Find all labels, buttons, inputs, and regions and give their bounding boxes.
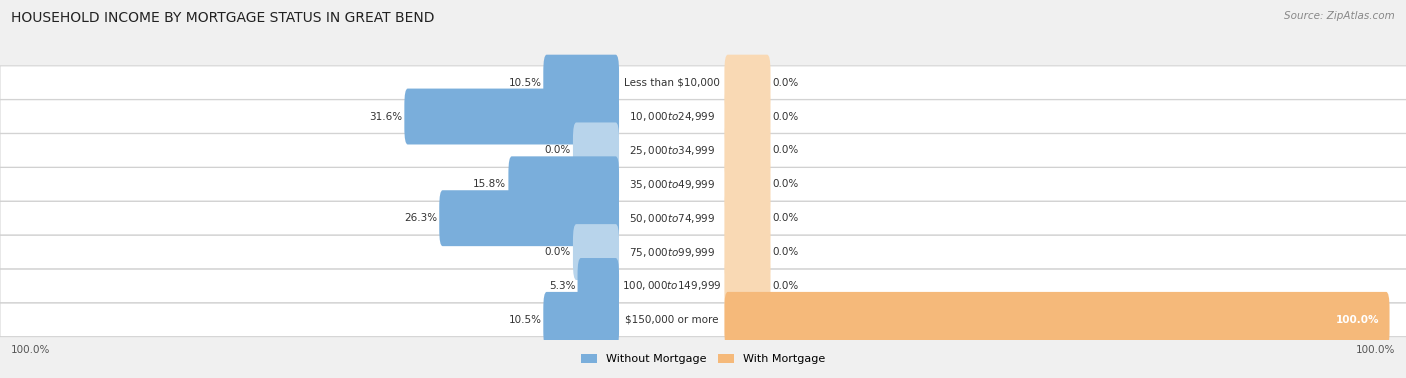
Text: 31.6%: 31.6% xyxy=(370,112,402,122)
Text: 0.0%: 0.0% xyxy=(772,146,799,155)
FancyBboxPatch shape xyxy=(509,156,619,212)
FancyBboxPatch shape xyxy=(724,224,770,280)
Text: $35,000 to $49,999: $35,000 to $49,999 xyxy=(628,178,714,191)
FancyBboxPatch shape xyxy=(724,292,1389,348)
FancyBboxPatch shape xyxy=(543,55,619,111)
Text: 15.8%: 15.8% xyxy=(474,179,506,189)
Text: 0.0%: 0.0% xyxy=(772,281,799,291)
FancyBboxPatch shape xyxy=(724,190,770,246)
FancyBboxPatch shape xyxy=(0,269,1406,303)
FancyBboxPatch shape xyxy=(724,258,770,314)
FancyBboxPatch shape xyxy=(724,55,770,111)
FancyBboxPatch shape xyxy=(0,201,1406,235)
Text: 100.0%: 100.0% xyxy=(1336,315,1379,325)
Text: HOUSEHOLD INCOME BY MORTGAGE STATUS IN GREAT BEND: HOUSEHOLD INCOME BY MORTGAGE STATUS IN G… xyxy=(11,11,434,25)
FancyBboxPatch shape xyxy=(0,167,1406,201)
FancyBboxPatch shape xyxy=(572,224,619,280)
Text: $10,000 to $24,999: $10,000 to $24,999 xyxy=(628,110,714,123)
Legend: Without Mortgage, With Mortgage: Without Mortgage, With Mortgage xyxy=(576,349,830,369)
FancyBboxPatch shape xyxy=(0,100,1406,133)
Text: $25,000 to $34,999: $25,000 to $34,999 xyxy=(628,144,714,157)
FancyBboxPatch shape xyxy=(0,235,1406,269)
Text: 100.0%: 100.0% xyxy=(11,345,51,355)
Text: Less than $10,000: Less than $10,000 xyxy=(624,77,720,88)
FancyBboxPatch shape xyxy=(724,122,770,178)
Text: 10.5%: 10.5% xyxy=(509,77,541,88)
Text: $50,000 to $74,999: $50,000 to $74,999 xyxy=(628,212,714,225)
Text: 26.3%: 26.3% xyxy=(404,213,437,223)
Text: 0.0%: 0.0% xyxy=(544,146,571,155)
Text: $100,000 to $149,999: $100,000 to $149,999 xyxy=(621,279,721,293)
Text: 100.0%: 100.0% xyxy=(1355,345,1395,355)
Text: 0.0%: 0.0% xyxy=(772,213,799,223)
FancyBboxPatch shape xyxy=(543,292,619,348)
FancyBboxPatch shape xyxy=(0,303,1406,337)
Text: 0.0%: 0.0% xyxy=(772,179,799,189)
Text: 10.5%: 10.5% xyxy=(509,315,541,325)
Text: 0.0%: 0.0% xyxy=(772,112,799,122)
FancyBboxPatch shape xyxy=(572,122,619,178)
FancyBboxPatch shape xyxy=(0,134,1406,167)
Text: Source: ZipAtlas.com: Source: ZipAtlas.com xyxy=(1284,11,1395,21)
FancyBboxPatch shape xyxy=(439,190,619,246)
Text: 5.3%: 5.3% xyxy=(550,281,575,291)
FancyBboxPatch shape xyxy=(724,156,770,212)
Text: $75,000 to $99,999: $75,000 to $99,999 xyxy=(628,246,714,259)
Text: 0.0%: 0.0% xyxy=(772,247,799,257)
Text: 0.0%: 0.0% xyxy=(544,247,571,257)
FancyBboxPatch shape xyxy=(724,88,770,144)
Text: 0.0%: 0.0% xyxy=(772,77,799,88)
FancyBboxPatch shape xyxy=(0,66,1406,99)
FancyBboxPatch shape xyxy=(405,88,619,144)
Text: $150,000 or more: $150,000 or more xyxy=(626,315,718,325)
FancyBboxPatch shape xyxy=(578,258,619,314)
